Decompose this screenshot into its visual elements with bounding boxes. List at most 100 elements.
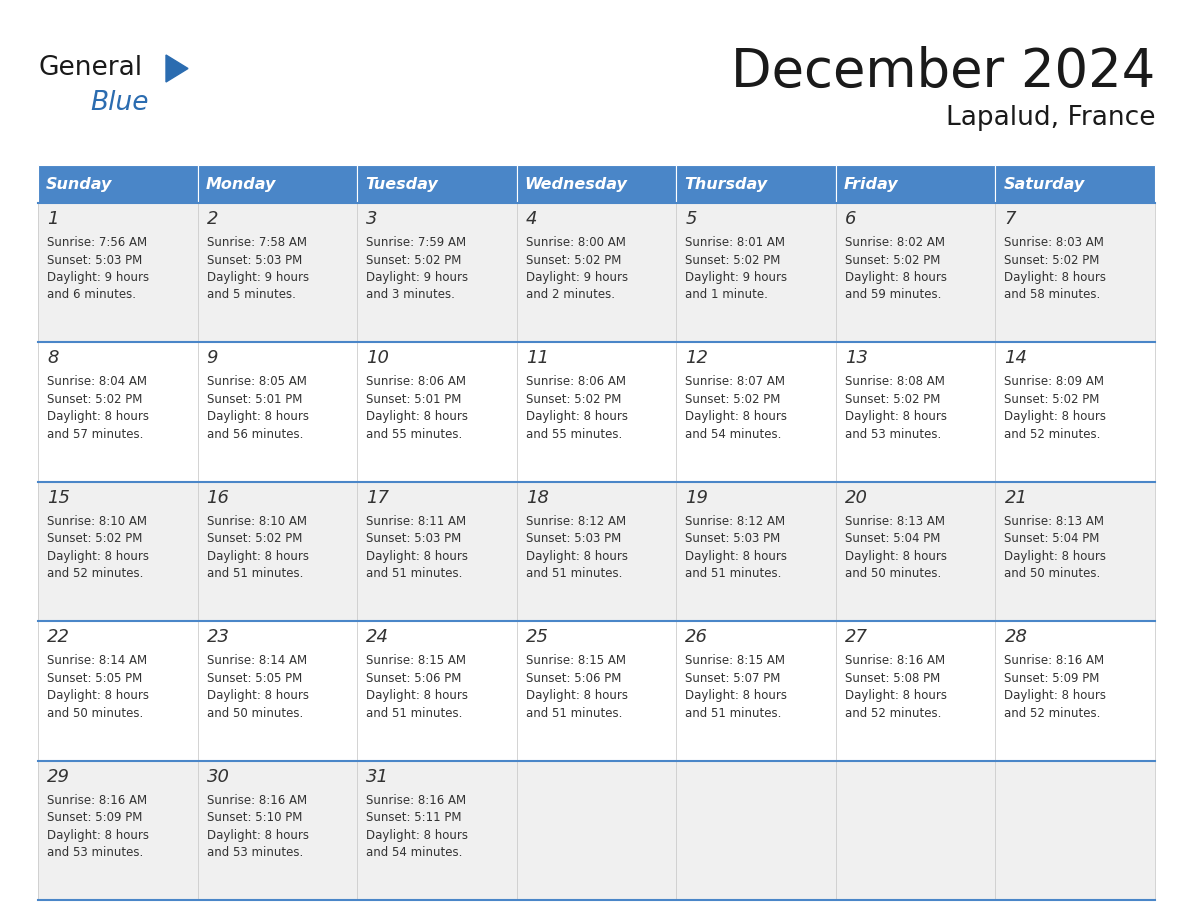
Text: Sunset: 5:02 PM: Sunset: 5:02 PM (685, 253, 781, 266)
Text: Sunrise: 8:05 AM: Sunrise: 8:05 AM (207, 375, 307, 388)
Text: Sunrise: 8:12 AM: Sunrise: 8:12 AM (685, 515, 785, 528)
Text: Sunset: 5:03 PM: Sunset: 5:03 PM (207, 253, 302, 266)
Text: and 1 minute.: and 1 minute. (685, 288, 769, 301)
Bar (38, 482, 1155, 621)
Text: 12: 12 (685, 350, 708, 367)
Text: Daylight: 8 hours: Daylight: 8 hours (207, 550, 309, 563)
Text: Daylight: 8 hours: Daylight: 8 hours (845, 410, 947, 423)
Text: and 55 minutes.: and 55 minutes. (366, 428, 462, 441)
Bar (676, 165, 836, 203)
Text: December 2024: December 2024 (731, 46, 1155, 98)
Text: 9: 9 (207, 350, 219, 367)
Text: and 50 minutes.: and 50 minutes. (207, 707, 303, 720)
Text: Daylight: 8 hours: Daylight: 8 hours (366, 410, 468, 423)
Bar (38, 342, 1155, 482)
Text: Daylight: 9 hours: Daylight: 9 hours (685, 271, 788, 284)
Text: Sunset: 5:02 PM: Sunset: 5:02 PM (526, 393, 621, 406)
Text: and 55 minutes.: and 55 minutes. (526, 428, 623, 441)
Text: Sunrise: 8:06 AM: Sunrise: 8:06 AM (526, 375, 626, 388)
Text: Sunset: 5:09 PM: Sunset: 5:09 PM (48, 812, 143, 824)
Text: and 53 minutes.: and 53 minutes. (845, 428, 941, 441)
Text: Sunrise: 7:59 AM: Sunrise: 7:59 AM (366, 236, 466, 249)
Text: Sunset: 5:09 PM: Sunset: 5:09 PM (1004, 672, 1100, 685)
Text: Daylight: 8 hours: Daylight: 8 hours (1004, 689, 1106, 702)
Text: Sunset: 5:03 PM: Sunset: 5:03 PM (685, 532, 781, 545)
Text: Sunset: 5:02 PM: Sunset: 5:02 PM (366, 253, 461, 266)
Text: 4: 4 (526, 210, 537, 228)
Text: Sunrise: 8:16 AM: Sunrise: 8:16 AM (366, 793, 466, 807)
Text: Daylight: 8 hours: Daylight: 8 hours (1004, 271, 1106, 284)
Text: Daylight: 8 hours: Daylight: 8 hours (845, 550, 947, 563)
Text: 17: 17 (366, 488, 390, 507)
Text: Daylight: 9 hours: Daylight: 9 hours (526, 271, 627, 284)
Text: Sunrise: 8:02 AM: Sunrise: 8:02 AM (845, 236, 944, 249)
Text: and 58 minutes.: and 58 minutes. (1004, 288, 1100, 301)
Text: Sunset: 5:02 PM: Sunset: 5:02 PM (526, 253, 621, 266)
Text: and 54 minutes.: and 54 minutes. (366, 846, 462, 859)
Text: Saturday: Saturday (1004, 176, 1085, 192)
Text: Daylight: 8 hours: Daylight: 8 hours (48, 829, 148, 842)
Text: 10: 10 (366, 350, 390, 367)
Text: Sunrise: 8:14 AM: Sunrise: 8:14 AM (207, 655, 307, 667)
Bar (836, 165, 996, 203)
Text: Sunrise: 8:06 AM: Sunrise: 8:06 AM (366, 375, 466, 388)
Text: and 51 minutes.: and 51 minutes. (526, 707, 623, 720)
Text: Sunrise: 7:58 AM: Sunrise: 7:58 AM (207, 236, 307, 249)
Text: 28: 28 (1004, 628, 1028, 646)
Text: 13: 13 (845, 350, 868, 367)
Text: Daylight: 8 hours: Daylight: 8 hours (207, 689, 309, 702)
Text: 21: 21 (1004, 488, 1028, 507)
Text: Sunrise: 8:12 AM: Sunrise: 8:12 AM (526, 515, 626, 528)
Text: and 51 minutes.: and 51 minutes. (526, 567, 623, 580)
Text: Daylight: 8 hours: Daylight: 8 hours (845, 271, 947, 284)
Text: Sunrise: 8:13 AM: Sunrise: 8:13 AM (845, 515, 944, 528)
Text: Monday: Monday (206, 176, 276, 192)
Text: 22: 22 (48, 628, 70, 646)
Text: Sunrise: 8:07 AM: Sunrise: 8:07 AM (685, 375, 785, 388)
Text: 24: 24 (366, 628, 390, 646)
Text: 16: 16 (207, 488, 229, 507)
Text: Sunrise: 8:15 AM: Sunrise: 8:15 AM (685, 655, 785, 667)
Text: Wednesday: Wednesday (525, 176, 627, 192)
Text: Daylight: 8 hours: Daylight: 8 hours (526, 689, 627, 702)
Text: and 54 minutes.: and 54 minutes. (685, 428, 782, 441)
Bar (38, 165, 197, 203)
Text: 26: 26 (685, 628, 708, 646)
Text: Sunrise: 8:16 AM: Sunrise: 8:16 AM (845, 655, 944, 667)
Text: 15: 15 (48, 488, 70, 507)
Text: and 5 minutes.: and 5 minutes. (207, 288, 296, 301)
Text: 11: 11 (526, 350, 549, 367)
Text: 30: 30 (207, 767, 229, 786)
Text: Sunset: 5:02 PM: Sunset: 5:02 PM (845, 253, 940, 266)
Text: Daylight: 8 hours: Daylight: 8 hours (1004, 550, 1106, 563)
Text: Sunset: 5:06 PM: Sunset: 5:06 PM (366, 672, 461, 685)
Text: 29: 29 (48, 767, 70, 786)
Text: Sunrise: 8:16 AM: Sunrise: 8:16 AM (48, 793, 147, 807)
Text: Sunset: 5:02 PM: Sunset: 5:02 PM (1004, 253, 1100, 266)
Text: Sunrise: 8:03 AM: Sunrise: 8:03 AM (1004, 236, 1105, 249)
Text: Sunset: 5:02 PM: Sunset: 5:02 PM (845, 393, 940, 406)
Text: and 52 minutes.: and 52 minutes. (1004, 428, 1101, 441)
Text: and 56 minutes.: and 56 minutes. (207, 428, 303, 441)
Text: Daylight: 9 hours: Daylight: 9 hours (207, 271, 309, 284)
Text: Daylight: 8 hours: Daylight: 8 hours (207, 829, 309, 842)
Text: Daylight: 9 hours: Daylight: 9 hours (366, 271, 468, 284)
Text: Sunday: Sunday (46, 176, 113, 192)
Text: Daylight: 8 hours: Daylight: 8 hours (1004, 410, 1106, 423)
Text: Sunrise: 8:16 AM: Sunrise: 8:16 AM (207, 793, 307, 807)
Text: 6: 6 (845, 210, 857, 228)
Text: and 53 minutes.: and 53 minutes. (48, 846, 144, 859)
Text: Sunset: 5:02 PM: Sunset: 5:02 PM (685, 393, 781, 406)
Text: and 57 minutes.: and 57 minutes. (48, 428, 144, 441)
Bar (358, 165, 517, 203)
Bar (38, 621, 1155, 761)
Text: and 52 minutes.: and 52 minutes. (48, 567, 144, 580)
Text: and 50 minutes.: and 50 minutes. (48, 707, 144, 720)
Text: 19: 19 (685, 488, 708, 507)
Text: Sunset: 5:03 PM: Sunset: 5:03 PM (526, 532, 621, 545)
Text: Sunset: 5:02 PM: Sunset: 5:02 PM (1004, 393, 1100, 406)
Text: Daylight: 8 hours: Daylight: 8 hours (526, 550, 627, 563)
Text: Daylight: 8 hours: Daylight: 8 hours (48, 410, 148, 423)
Text: 5: 5 (685, 210, 697, 228)
Bar (517, 165, 676, 203)
